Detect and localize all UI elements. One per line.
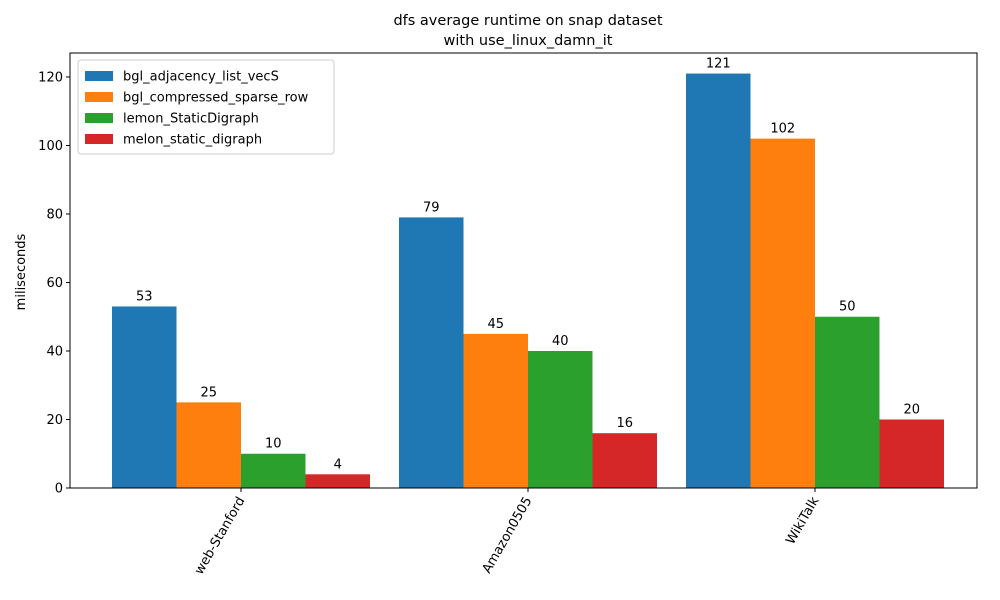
data-label-3-1: 16 — [616, 416, 633, 431]
chart-title-line-1: dfs average runtime on snap dataset — [393, 13, 662, 29]
bar-3-0 — [305, 474, 370, 488]
legend-box — [77, 59, 335, 155]
x-axis: web-Stanford Amazon0505 WikiTalk — [192, 488, 823, 577]
chart-title-line-2: with use_linux_damn_it — [444, 33, 613, 49]
legend-swatch-3 — [85, 134, 113, 144]
data-label-0-0: 53 — [136, 289, 153, 304]
bar-1-2 — [750, 138, 815, 488]
y-tick-label-3: 60 — [46, 276, 63, 291]
y-tick-label-6: 120 — [38, 70, 63, 85]
bar-0-1 — [399, 217, 464, 488]
bars-layer — [112, 73, 944, 488]
y-tick-label-5: 100 — [38, 139, 63, 154]
data-label-0-1: 79 — [423, 200, 440, 215]
x-tick-label-2: WikiTalk — [783, 494, 822, 547]
y-tick-label-4: 80 — [46, 207, 63, 222]
y-axis-label: miliseconds — [14, 233, 29, 310]
bar-3-1 — [592, 433, 657, 488]
legend-label-2: lemon_StaticDigraph — [123, 112, 259, 127]
legend-swatch-1 — [85, 92, 113, 102]
plot-area-frame — [69, 52, 978, 489]
bar-2-2 — [815, 316, 880, 488]
y-axis: 0 20 40 60 80 100 120 — [38, 70, 70, 497]
data-label-1-1: 45 — [487, 317, 504, 332]
legend-swatch-2 — [85, 113, 113, 123]
bar-1-1 — [463, 333, 528, 488]
legend-label-1: bgl_compressed_sparse_row — [123, 91, 309, 106]
legend-label-0: bgl_adjacency_list_vecS — [123, 70, 279, 85]
data-label-0-2: 121 — [706, 57, 731, 72]
data-label-3-2: 20 — [903, 402, 920, 417]
data-label-1-0: 25 — [200, 385, 217, 400]
legend-swatch-0 — [85, 71, 113, 81]
x-tick-label-1: Amazon0505 — [480, 495, 536, 577]
data-label-2-0: 10 — [265, 437, 282, 452]
y-tick-label-0: 0 — [55, 482, 63, 497]
bar-3-2 — [879, 419, 944, 488]
data-label-3-0: 4 — [334, 457, 342, 472]
bar-0-2 — [686, 73, 751, 488]
data-labels-layer: 53 79 121 25 45 102 10 40 50 4 16 20 — [136, 57, 920, 473]
bar-0-0 — [112, 306, 177, 488]
bar-1-0 — [176, 402, 241, 488]
legend-label-3: melon_static_digraph — [123, 133, 262, 148]
y-tick-label-2: 40 — [46, 344, 63, 359]
legend: bgl_adjacency_list_vecS bgl_compressed_sp… — [77, 59, 335, 155]
bar-2-1 — [528, 350, 593, 488]
y-tick-label-1: 20 — [46, 413, 63, 428]
data-label-2-2: 50 — [839, 300, 856, 315]
bar-2-0 — [241, 453, 306, 488]
chart-title: dfs average runtime on snap dataset with… — [393, 13, 662, 49]
x-tick-label-0: web-Stanford — [192, 495, 249, 578]
data-label-1-2: 102 — [770, 122, 795, 137]
data-label-2-1: 40 — [552, 334, 569, 349]
